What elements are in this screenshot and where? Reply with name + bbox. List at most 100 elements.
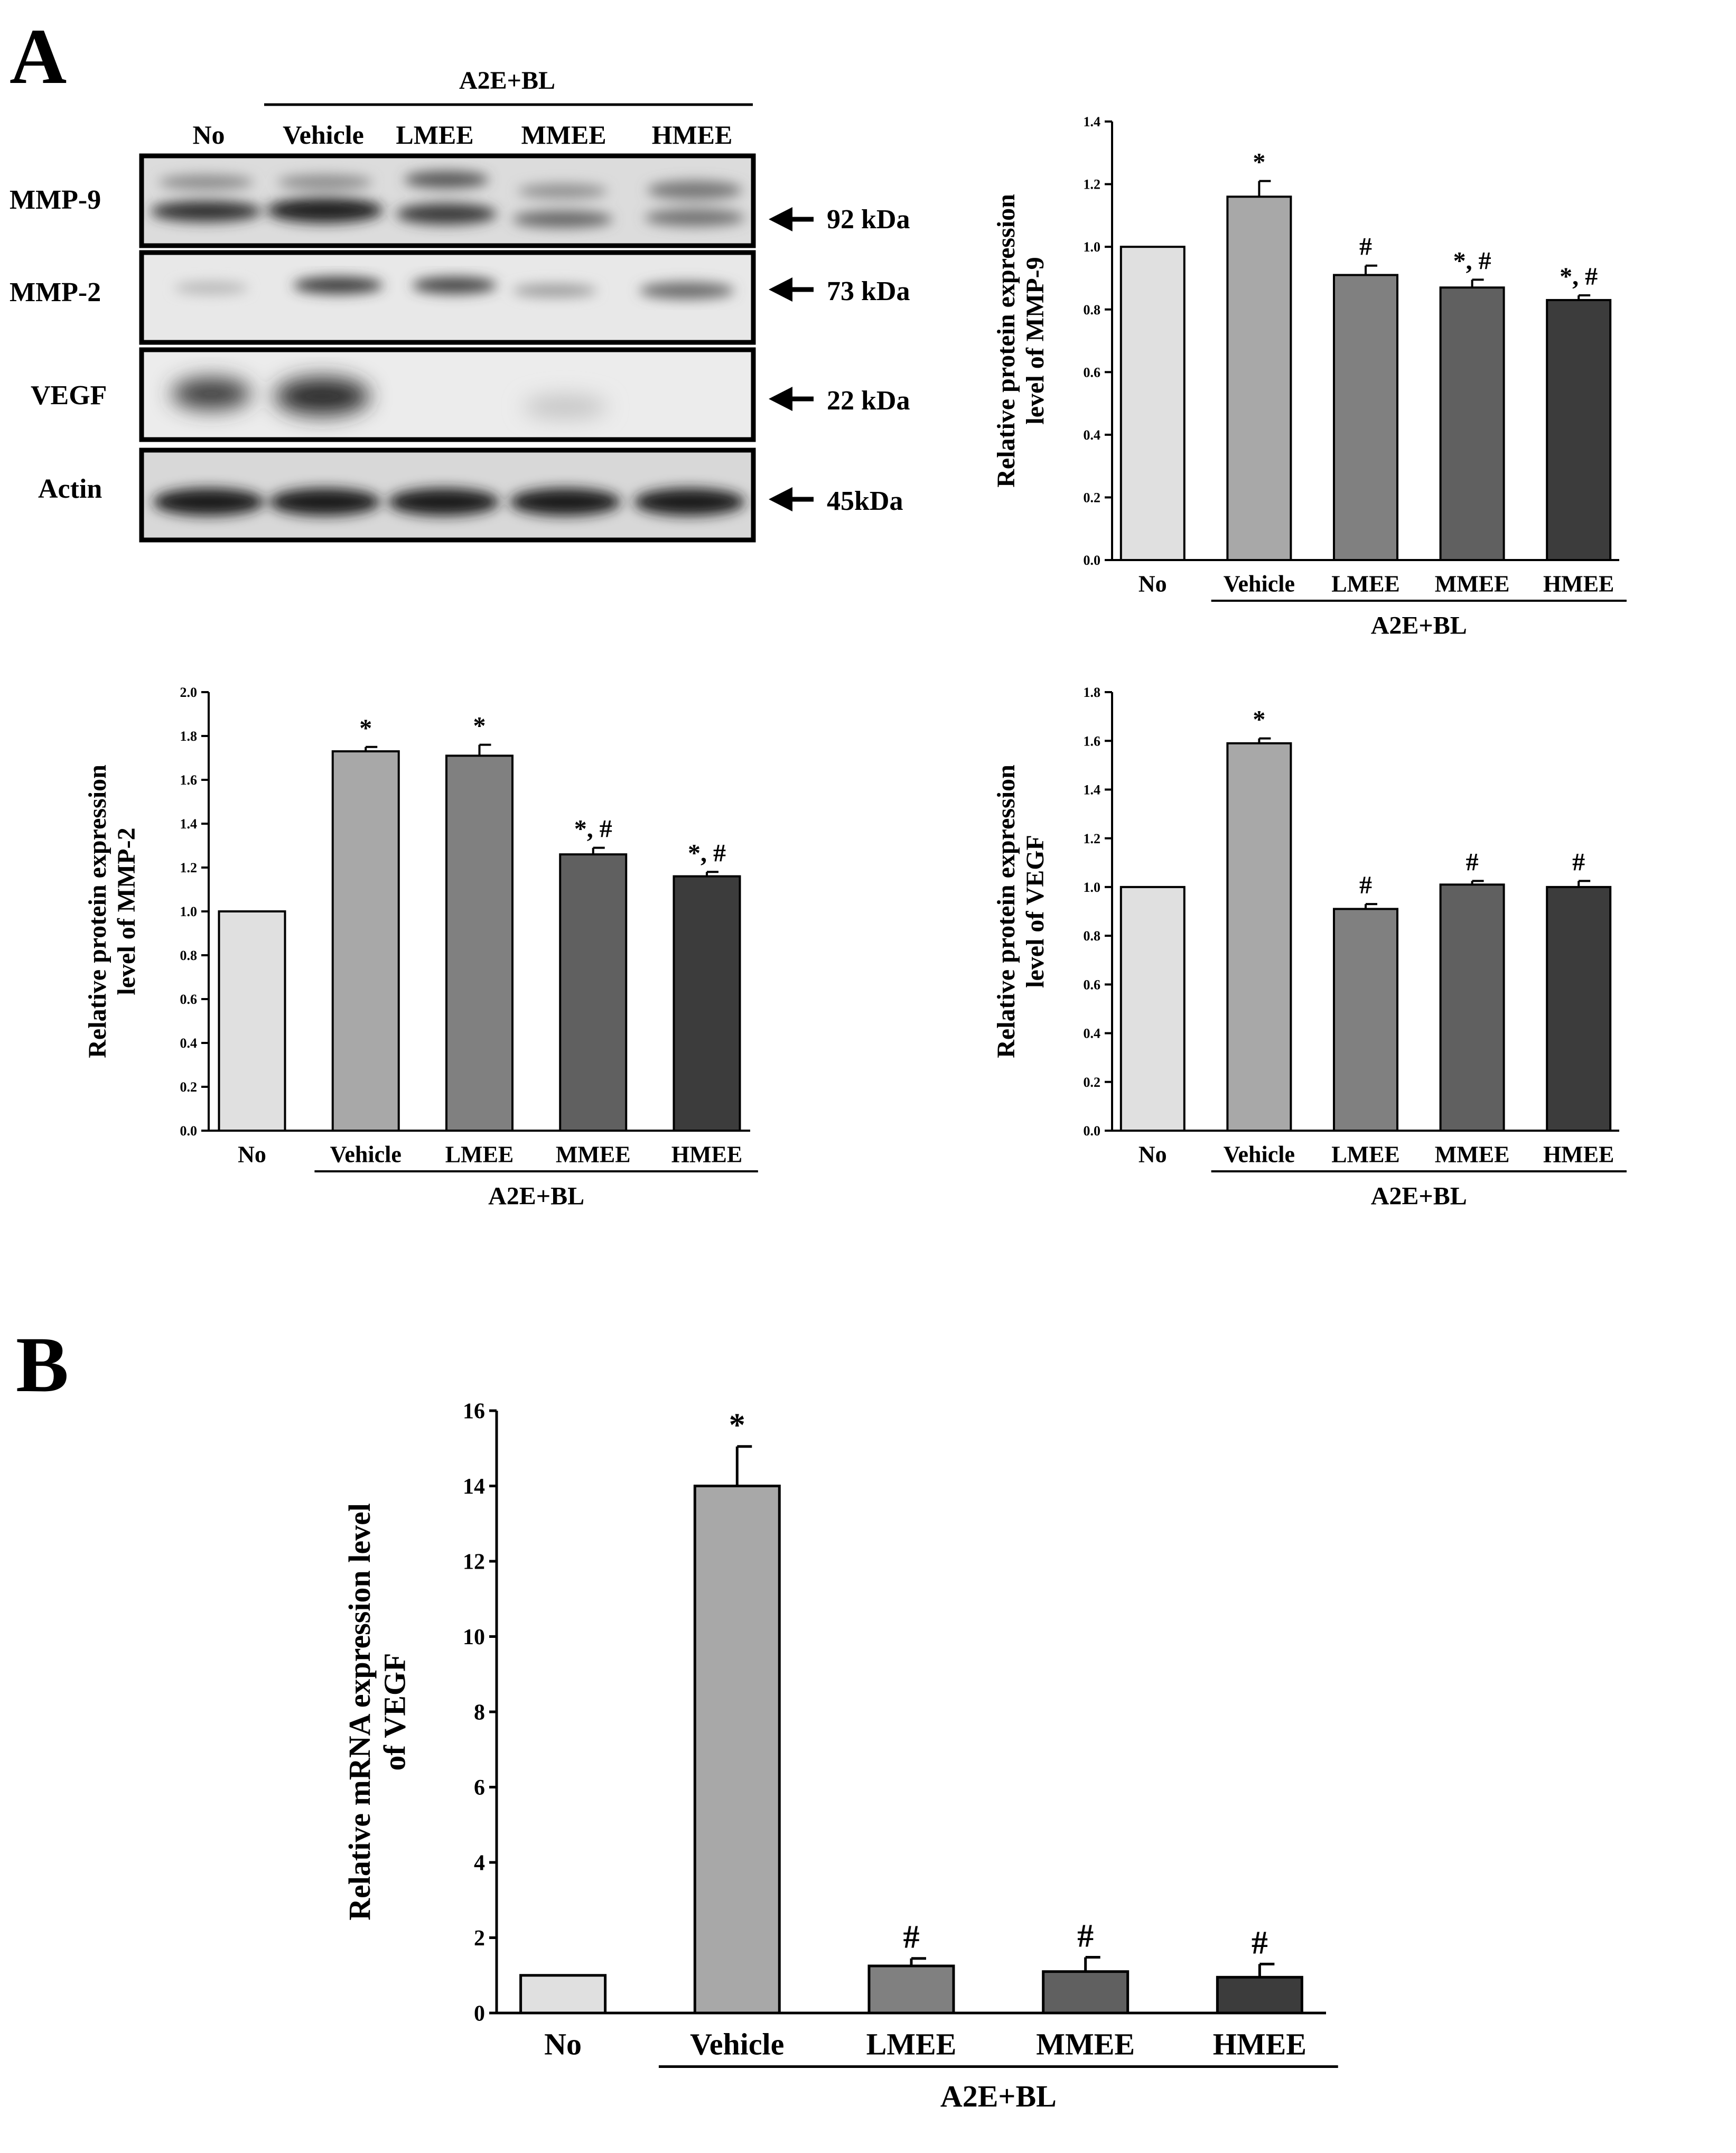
blot-lane-label: HMEE bbox=[652, 120, 733, 150]
blot-lane-label: MMEE bbox=[521, 120, 606, 150]
y-tick-label: 0.8 bbox=[180, 948, 198, 963]
y-tick-label: 0.2 bbox=[180, 1079, 198, 1095]
significance-label: * bbox=[359, 714, 372, 742]
significance-label: # bbox=[1466, 848, 1479, 876]
panel-label-b: B bbox=[16, 1321, 69, 1409]
y-tick-label: 1.6 bbox=[180, 772, 198, 788]
y-tick-label: 1.0 bbox=[1084, 239, 1101, 255]
y-tick-label: 0.2 bbox=[1084, 1075, 1101, 1090]
significance-label: * bbox=[473, 712, 486, 740]
y-tick-label: 0.6 bbox=[1084, 365, 1101, 380]
panel-label-a: A bbox=[10, 13, 67, 100]
y-tick-label: 0.6 bbox=[1084, 977, 1101, 992]
significance-label: * bbox=[1253, 706, 1265, 734]
y-tick-label: 0.4 bbox=[1084, 1026, 1101, 1041]
significance-label: * bbox=[729, 1408, 745, 1443]
bar bbox=[1119, 246, 1186, 561]
blot-size-label: 22 kDa bbox=[827, 386, 910, 416]
y-axis-label: Relative protein expression bbox=[83, 765, 111, 1058]
y-tick-label: 1.4 bbox=[1084, 782, 1101, 798]
y-tick-label: 0.4 bbox=[1084, 427, 1101, 443]
bar bbox=[1216, 1975, 1303, 2015]
x-tick-label: No bbox=[1138, 1141, 1167, 1167]
y-tick-label: 0.8 bbox=[1084, 928, 1101, 944]
western-blot: A2E+BL No Vehicle LMEE MMEE HMEE MMP-9 M… bbox=[10, 67, 910, 543]
bar bbox=[673, 875, 741, 1132]
bar bbox=[218, 910, 286, 1132]
y-axis-label: of VEGF bbox=[378, 1653, 412, 1771]
y-tick-label: 0 bbox=[474, 2002, 485, 2026]
blot-lane-label: LMEE bbox=[396, 120, 473, 150]
blot-treatment-label: A2E+BL bbox=[459, 67, 555, 95]
x-tick-label: HMEE bbox=[1543, 571, 1614, 596]
significance-label: # bbox=[1252, 1925, 1268, 1961]
x-tick-label: MMEE bbox=[1036, 2027, 1135, 2061]
bar-chart-mmp9: 0.0 0.2 0.4 0.6 0.8 1.0 1.2 1.4 No * Vehicle # LMEE *… bbox=[992, 114, 1627, 639]
x-tick-label: No bbox=[1138, 571, 1167, 596]
x-tick-label: HMEE bbox=[671, 1141, 742, 1167]
y-tick-label: 1.8 bbox=[180, 729, 198, 744]
bar bbox=[693, 1485, 781, 2015]
y-tick-label: 0.4 bbox=[180, 1036, 198, 1051]
y-tick-label: 1.4 bbox=[180, 816, 198, 832]
x-tick-label: MMEE bbox=[556, 1141, 631, 1167]
significance-label: # bbox=[1359, 871, 1372, 899]
x-tick-label: HMEE bbox=[1543, 1141, 1614, 1167]
bar bbox=[519, 1974, 607, 2015]
group-label: A2E+BL bbox=[940, 2079, 1057, 2113]
y-tick-label: 2 bbox=[474, 1926, 485, 1951]
arrow-icon bbox=[769, 487, 814, 511]
blot-row-name: VEGF bbox=[31, 380, 107, 411]
bar bbox=[1332, 908, 1398, 1132]
bar-chart-mmp2: 0.0 0.2 0.4 0.6 0.8 1.0 1.2 1.4 1.6 1.8 2.0 No * Vehi… bbox=[83, 685, 758, 1210]
significance-label: # bbox=[903, 1919, 919, 1955]
y-tick-label: 0.0 bbox=[1084, 553, 1101, 568]
blot-size-label: 45kDa bbox=[827, 486, 903, 516]
x-tick-label: MMEE bbox=[1435, 571, 1510, 596]
y-axis-label: Relative mRNA expression level bbox=[342, 1503, 377, 1921]
x-tick-label: No bbox=[238, 1141, 266, 1167]
x-tick-label: Vehicle bbox=[1224, 571, 1295, 596]
group-label: A2E+BL bbox=[488, 1182, 584, 1210]
bar bbox=[1226, 195, 1292, 562]
significance-label: *, # bbox=[574, 815, 612, 843]
bar bbox=[1439, 286, 1505, 561]
bar-chart-vegf-protein: 0.0 0.2 0.4 0.6 0.8 1.0 1.2 1.4 1.6 1.8 No * Vehicle… bbox=[992, 685, 1627, 1210]
blot-row-name: MMP-2 bbox=[10, 277, 101, 307]
blot-row-name: Actin bbox=[38, 474, 102, 504]
bar bbox=[445, 754, 514, 1132]
y-axis-label: Relative protein expression bbox=[992, 765, 1020, 1058]
bar bbox=[1546, 886, 1612, 1132]
y-tick-label: 0.8 bbox=[1084, 302, 1101, 318]
significance-label: * bbox=[1253, 148, 1265, 176]
y-tick-label: 14 bbox=[463, 1475, 485, 1499]
significance-label: *, # bbox=[1453, 247, 1491, 275]
bar-chart-vegf-mrna: 0 2 4 6 8 10 12 14 16 No * Vehicle # LMEE # MMEE # HMEE A2… bbox=[342, 1400, 1338, 2113]
blot-strip-mmp9 bbox=[139, 153, 756, 248]
significance-label: # bbox=[1077, 1918, 1094, 1954]
y-tick-label: 12 bbox=[463, 1550, 485, 1574]
y-tick-label: 1.0 bbox=[1084, 880, 1101, 895]
blot-row-name: MMP-9 bbox=[10, 185, 101, 215]
x-tick-label: LMEE bbox=[1331, 571, 1400, 596]
y-tick-label: 8 bbox=[474, 1701, 485, 1725]
significance-label: *, # bbox=[688, 839, 726, 867]
blot-size-label: 92 kDa bbox=[827, 204, 910, 235]
bar bbox=[559, 853, 628, 1132]
blot-strip-actin bbox=[139, 448, 756, 543]
blot-strip-vegf bbox=[139, 347, 756, 442]
bar bbox=[867, 1964, 955, 2015]
x-tick-label: LMEE bbox=[866, 2027, 957, 2061]
arrow-icon bbox=[769, 277, 814, 302]
blot-strip-mmp2 bbox=[139, 250, 756, 345]
y-tick-label: 4 bbox=[474, 1851, 485, 1876]
x-tick-label: MMEE bbox=[1435, 1141, 1510, 1167]
y-tick-label: 1.4 bbox=[1084, 114, 1101, 129]
x-tick-label: Vehicle bbox=[330, 1141, 402, 1167]
blot-lane-label: Vehicle bbox=[283, 120, 364, 150]
bar bbox=[331, 750, 400, 1132]
x-tick-label: Vehicle bbox=[1224, 1141, 1295, 1167]
y-tick-label: 0.2 bbox=[1084, 490, 1101, 506]
y-tick-label: 1.8 bbox=[1084, 685, 1101, 700]
y-tick-label: 0.0 bbox=[1084, 1123, 1101, 1139]
